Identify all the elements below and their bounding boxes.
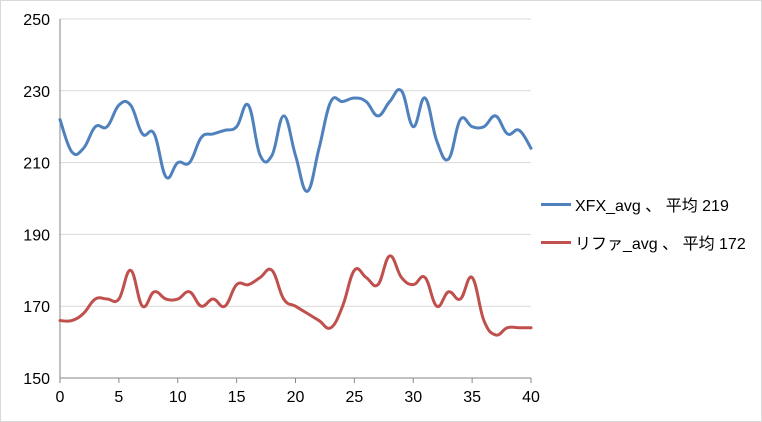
- legend-label-refa: リファ_avg 、 平均 172: [575, 236, 746, 253]
- x-tick-label: 10: [169, 389, 187, 406]
- legend-item-xfx: XFX_avg 、 平均 219: [541, 185, 759, 223]
- y-tick-label: 210: [23, 156, 50, 173]
- y-tick-label: 150: [23, 371, 50, 388]
- axes: [59, 19, 532, 383]
- legend-item-refa: リファ_avg 、 平均 172: [541, 223, 759, 261]
- x-tick-label: 35: [463, 389, 481, 406]
- legend-swatch-xfx: [541, 202, 571, 206]
- y-tick-label: 250: [23, 12, 50, 29]
- y-tick-label: 190: [23, 227, 50, 244]
- x-tick-label: 15: [228, 389, 246, 406]
- y-tick-label: 230: [23, 84, 50, 101]
- y-tick-label: 170: [23, 299, 50, 316]
- x-tick-label: 30: [404, 389, 422, 406]
- x-tick-label: 40: [522, 389, 540, 406]
- legend-swatch-refa: [541, 240, 571, 244]
- legend: XFX_avg 、 平均 219 リファ_avg 、 平均 172: [541, 185, 759, 261]
- tick-labels: 150 170 190 210 230 250 0 5 10 15 20 25 30 35 40: [23, 12, 540, 406]
- x-tick-label: 20: [287, 389, 305, 406]
- series-line-refa: [58, 254, 533, 337]
- x-tick-label: 0: [56, 389, 65, 406]
- series-line-xfx: [58, 88, 533, 193]
- series-lines: [58, 88, 533, 337]
- x-tick-label: 25: [345, 389, 363, 406]
- legend-label-xfx: XFX_avg 、 平均 219: [575, 198, 729, 215]
- x-tick-label: 5: [114, 389, 123, 406]
- gridlines: [60, 18, 531, 307]
